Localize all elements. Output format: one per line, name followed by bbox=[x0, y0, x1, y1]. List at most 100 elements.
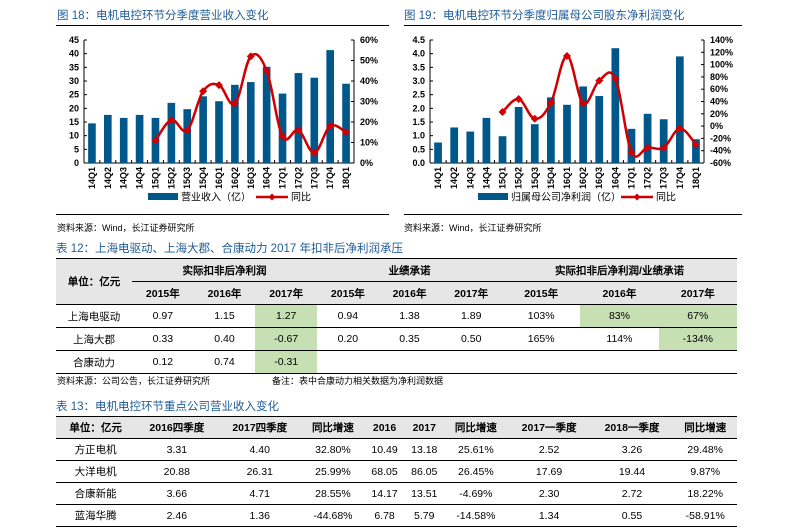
cell-highlighted: -0.67 bbox=[255, 327, 318, 351]
bar bbox=[498, 136, 507, 163]
cell: 3.26 bbox=[621, 443, 643, 456]
company-name: 合康动力 bbox=[73, 356, 115, 369]
left-tick-label: 0 bbox=[74, 158, 79, 168]
bar bbox=[434, 142, 442, 163]
bar bbox=[675, 56, 684, 163]
cell: 2.52 bbox=[538, 443, 560, 456]
yoy-marker bbox=[611, 74, 620, 83]
left-tick-label: 25 bbox=[69, 90, 79, 100]
table-12-title: 表 12：上海电驱动、上海大郡、合康动力 2017 年扣非后净利润承压 bbox=[56, 243, 403, 255]
yoy-marker bbox=[199, 87, 208, 96]
table-12: 单位：亿元 实际扣非后净利润 业绩承诺 实际扣非后净利润/业绩承诺 2015年 … bbox=[56, 258, 737, 374]
bar bbox=[547, 97, 555, 163]
bar bbox=[104, 114, 112, 163]
x-tick-label: 16Q2 bbox=[230, 167, 240, 189]
col-header: 2017一季度 bbox=[521, 422, 577, 434]
year-header: 2017年 bbox=[680, 287, 715, 300]
cell: 17.69 bbox=[535, 465, 563, 478]
cell: -14.58% bbox=[456, 509, 496, 522]
x-tick-label: 17Q1 bbox=[278, 167, 288, 189]
x-tick-label: 16Q4 bbox=[610, 167, 620, 189]
legend-bar-swatch bbox=[478, 193, 508, 200]
cell: 1.38 bbox=[399, 310, 420, 322]
cell: 13.18 bbox=[411, 443, 438, 456]
left-tick-label: 5 bbox=[74, 144, 79, 154]
table-row: 方正电机 3.31 4.40 32.80% 10.49 13.18 25.61% 2.52 3.… bbox=[56, 439, 737, 461]
cell: 1.34 bbox=[538, 509, 560, 522]
col-header: 单位：亿元 bbox=[69, 422, 122, 434]
figure-18-source: 资料来源：Wind，长江证券研究所 bbox=[57, 223, 195, 233]
x-tick-label: 15Q1 bbox=[150, 167, 160, 189]
table-row: 合康动力 0.12 0.74 -0.31 bbox=[56, 350, 737, 374]
bar bbox=[563, 104, 571, 163]
left-tick-label: 15 bbox=[69, 117, 79, 127]
table-row: 蓝海华腾 2.46 1.36 -44.68% 6.78 5.79 -14.58% 1.34 0.… bbox=[56, 505, 737, 527]
x-tick-label: 17Q3 bbox=[309, 167, 319, 189]
right-tick-label: 100% bbox=[710, 60, 733, 70]
yoy-marker bbox=[310, 148, 319, 157]
cell: 4.71 bbox=[249, 487, 270, 500]
year-header: 2015年 bbox=[330, 287, 365, 300]
x-tick-label: 16Q4 bbox=[262, 167, 272, 189]
year-header: 2017年 bbox=[454, 287, 489, 300]
year-header: 2016年 bbox=[392, 287, 427, 300]
year-header: 2015年 bbox=[145, 287, 180, 300]
table-13: 单位：亿元 2016四季度 2017四季度 同比增速 2016 2017 同比增… bbox=[56, 416, 737, 527]
group-header-commitment: 业绩承诺 bbox=[317, 258, 503, 282]
bar bbox=[530, 124, 539, 163]
x-tick-label: 14Q3 bbox=[119, 167, 129, 189]
x-tick-label: 17Q2 bbox=[643, 167, 653, 189]
yoy-marker bbox=[246, 52, 255, 61]
table-row: 大洋电机 20.88 26.31 25.99% 68.05 86.05 26.45% 17.6… bbox=[56, 461, 737, 483]
figure-19-chart: 0.0 0.5 1.0 1.5 2.0 2.5 3.0 3.5 4.0 4.5 -60% -40% -2… bbox=[412, 35, 733, 204]
x-tick-label: 14Q1 bbox=[87, 167, 97, 189]
cell: 0.35 bbox=[399, 333, 420, 345]
cell: 9.87% bbox=[690, 465, 721, 478]
yoy-marker bbox=[595, 76, 604, 85]
legend-bar-label: 营业收入（亿） bbox=[181, 191, 251, 204]
left-tick-label: 40 bbox=[69, 49, 79, 59]
bar bbox=[183, 109, 192, 163]
col-header: 2018一季度 bbox=[604, 422, 660, 434]
x-tick-label: 16Q2 bbox=[578, 167, 588, 189]
cell: 103% bbox=[527, 310, 555, 322]
right-tick-label: 0% bbox=[710, 121, 723, 131]
yoy-marker bbox=[530, 114, 539, 123]
right-tick-label: 20% bbox=[710, 109, 728, 119]
right-tick-label: 60% bbox=[360, 35, 378, 45]
right-tick-label: 60% bbox=[710, 84, 728, 94]
company-name: 合康新能 bbox=[74, 488, 117, 500]
left-tick-label: 4.5 bbox=[412, 35, 425, 45]
cell: 0.55 bbox=[621, 509, 643, 522]
right-tick-label: -40% bbox=[710, 146, 731, 156]
x-tick-label: 17Q1 bbox=[626, 167, 636, 189]
cell: -4.69% bbox=[459, 487, 493, 500]
cell-highlighted: 1.27 bbox=[255, 304, 318, 328]
bar bbox=[692, 139, 700, 163]
group-header-ratio: 实际扣非后净利润/业绩承诺 bbox=[502, 258, 737, 282]
left-tick-label: 35 bbox=[69, 62, 79, 72]
right-tick-label: 50% bbox=[360, 56, 378, 66]
yoy-marker bbox=[579, 99, 588, 108]
bar bbox=[466, 131, 475, 163]
x-tick-label: 17Q2 bbox=[293, 167, 303, 189]
bar bbox=[119, 117, 128, 163]
figure-19-top-rule bbox=[404, 25, 742, 26]
year-header: 2017年 bbox=[269, 287, 304, 300]
cell bbox=[317, 351, 379, 374]
year-header: 2016年 bbox=[207, 287, 242, 300]
legend-bar-label: 归属母公司净利润（亿） bbox=[511, 191, 621, 204]
col-header: 同比增速 bbox=[684, 422, 727, 434]
yoy-marker bbox=[326, 122, 335, 131]
yoy-marker bbox=[151, 136, 160, 145]
x-tick-label: 14Q1 bbox=[433, 167, 443, 189]
bar bbox=[611, 48, 620, 164]
company-name: 上海电驱动 bbox=[67, 310, 121, 323]
left-tick-label: 1.0 bbox=[412, 131, 425, 141]
cell: 10.49 bbox=[371, 443, 398, 456]
cell-highlighted: 83% bbox=[580, 304, 659, 328]
bar bbox=[310, 77, 319, 163]
x-tick-label: 16Q3 bbox=[594, 167, 604, 189]
x-tick-label: 15Q4 bbox=[198, 167, 208, 189]
cell bbox=[440, 351, 502, 374]
